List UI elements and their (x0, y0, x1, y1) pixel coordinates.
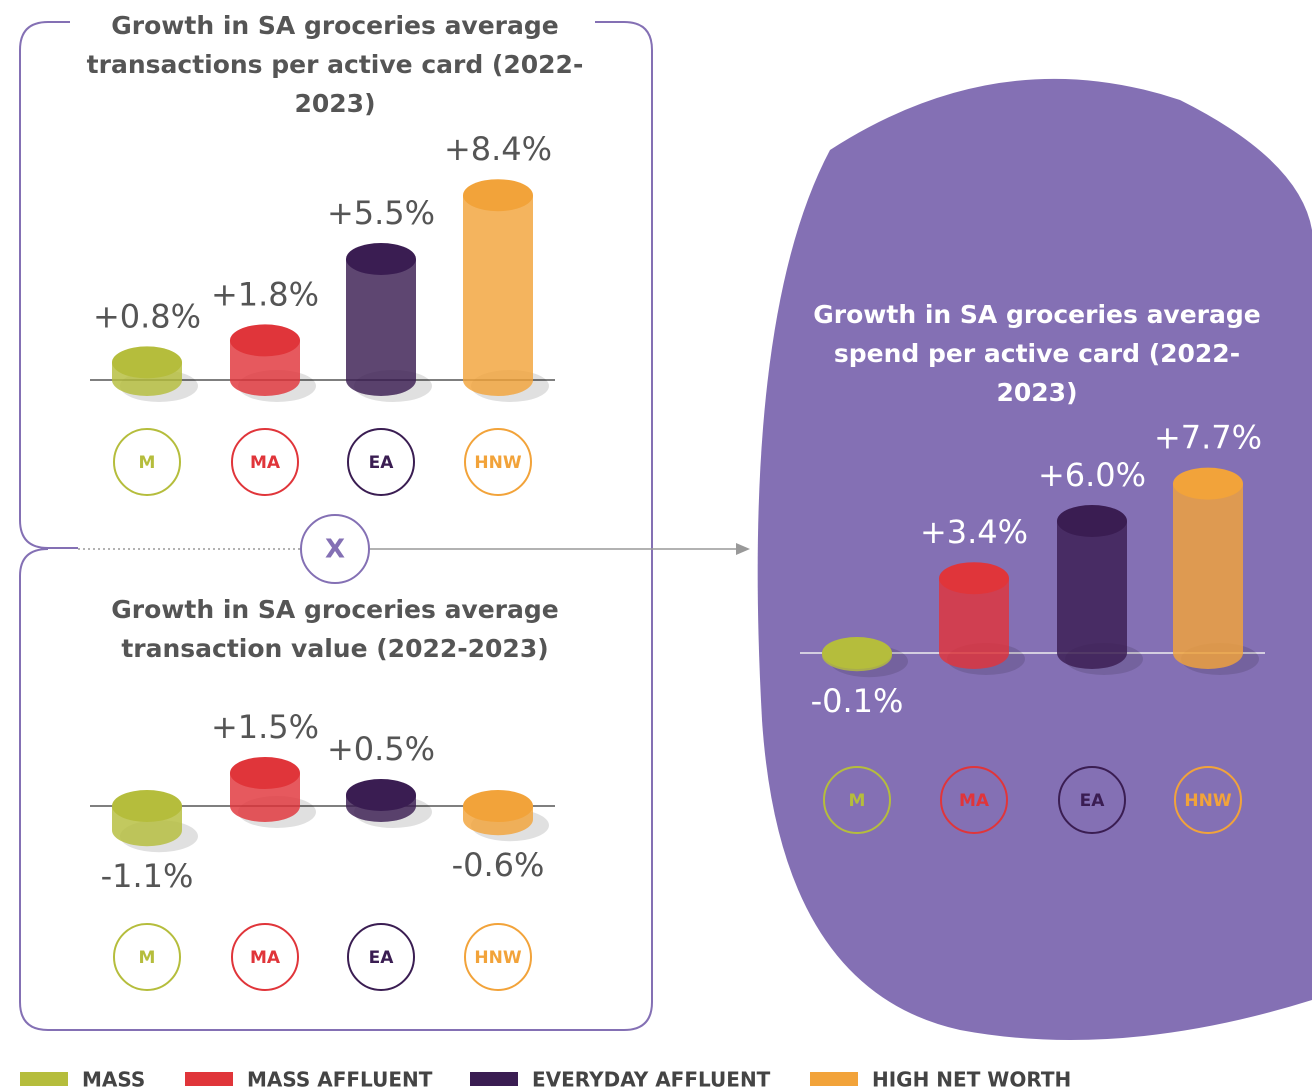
bar-cap (230, 324, 300, 356)
legend-swatch (20, 1072, 68, 1086)
bar-cap (1173, 468, 1243, 500)
bar-cap (822, 637, 892, 669)
bar-cap (463, 790, 533, 822)
value-label: +0.5% (327, 730, 435, 768)
category-label: MA (959, 791, 990, 811)
category-label: EA (369, 453, 395, 473)
category-label: HNW (1184, 791, 1231, 811)
page: X +0.8% M +1.8% MA +5.5% EA +8.4% HNW -1.1% M +1.5… (0, 0, 1312, 1090)
category-label: M (849, 791, 866, 811)
bar-cap (230, 757, 300, 789)
legend-label: MASS (82, 1068, 145, 1090)
chart-title: Growth in SA groceries average spend per… (797, 295, 1277, 412)
chart-title: Growth in SA groceries average transacti… (75, 6, 595, 123)
legend-swatch (810, 1072, 858, 1086)
bar-cap (1057, 505, 1127, 537)
value-label: +1.8% (211, 275, 319, 313)
category-label: M (139, 948, 156, 968)
chart-title: Growth in SA groceries average transacti… (75, 590, 595, 668)
operator: X (325, 535, 345, 565)
legend-label: EVERYDAY AFFLUENT (532, 1068, 771, 1090)
value-label: -1.1% (101, 857, 194, 895)
infographic: X +0.8% M +1.8% MA +5.5% EA +8.4% HNW -1.1% M +1.5… (0, 0, 1312, 1090)
bar-cap (346, 779, 416, 811)
category-label: MA (250, 948, 281, 968)
bar (346, 259, 416, 396)
value-label: +3.4% (920, 513, 1028, 551)
value-label: -0.1% (811, 682, 904, 720)
category-label: EA (1080, 791, 1106, 811)
category-label: M (139, 453, 156, 473)
value-label: +0.8% (93, 297, 201, 335)
value-label: +1.5% (211, 708, 319, 746)
panel-border (20, 22, 78, 548)
value-label: -0.6% (452, 846, 545, 884)
arrow-head (736, 543, 750, 555)
category-label: EA (369, 948, 395, 968)
bar-cap (112, 790, 182, 822)
bar-cap (112, 346, 182, 378)
bar (1057, 521, 1127, 669)
bar-cap (463, 179, 533, 211)
bar-cap (939, 562, 1009, 594)
category-label: HNW (474, 948, 521, 968)
bar (1173, 484, 1243, 669)
bar-cap (346, 243, 416, 275)
legend-label: HIGH NET WORTH (872, 1068, 1071, 1090)
legend-swatch (185, 1072, 233, 1086)
bar (463, 195, 533, 396)
value-label: +5.5% (327, 194, 435, 232)
category-label: HNW (474, 453, 521, 473)
value-label: +7.7% (1154, 419, 1262, 457)
legend-swatch (470, 1072, 518, 1086)
category-label: MA (250, 453, 281, 473)
legend-label: MASS AFFLUENT (247, 1068, 433, 1090)
value-label: +8.4% (444, 130, 552, 168)
value-label: +6.0% (1038, 456, 1146, 494)
